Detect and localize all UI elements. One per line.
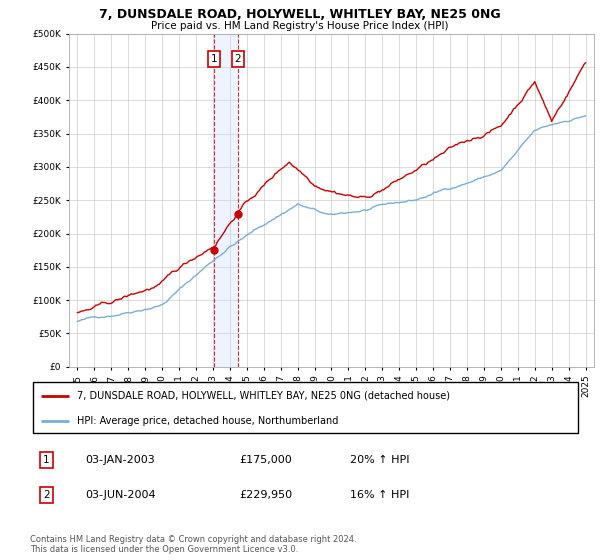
- Text: 7, DUNSDALE ROAD, HOLYWELL, WHITLEY BAY, NE25 0NG (detached house): 7, DUNSDALE ROAD, HOLYWELL, WHITLEY BAY,…: [77, 391, 450, 401]
- Text: 20% ↑ HPI: 20% ↑ HPI: [350, 455, 410, 465]
- Text: 2: 2: [43, 490, 50, 500]
- Text: £175,000: £175,000: [240, 455, 293, 465]
- Text: Price paid vs. HM Land Registry's House Price Index (HPI): Price paid vs. HM Land Registry's House …: [151, 21, 449, 31]
- Text: £229,950: £229,950: [240, 490, 293, 500]
- Text: 03-JUN-2004: 03-JUN-2004: [85, 490, 156, 500]
- Text: 03-JAN-2003: 03-JAN-2003: [85, 455, 155, 465]
- Text: 1: 1: [43, 455, 50, 465]
- Text: 2: 2: [235, 54, 241, 64]
- Text: 16% ↑ HPI: 16% ↑ HPI: [350, 490, 410, 500]
- Text: Contains HM Land Registry data © Crown copyright and database right 2024.
This d: Contains HM Land Registry data © Crown c…: [30, 535, 356, 554]
- Text: 7, DUNSDALE ROAD, HOLYWELL, WHITLEY BAY, NE25 0NG: 7, DUNSDALE ROAD, HOLYWELL, WHITLEY BAY,…: [99, 8, 501, 21]
- Text: HPI: Average price, detached house, Northumberland: HPI: Average price, detached house, Nort…: [77, 416, 338, 426]
- Text: 1: 1: [211, 54, 217, 64]
- Bar: [214, 34, 238, 367]
- FancyBboxPatch shape: [33, 382, 578, 433]
